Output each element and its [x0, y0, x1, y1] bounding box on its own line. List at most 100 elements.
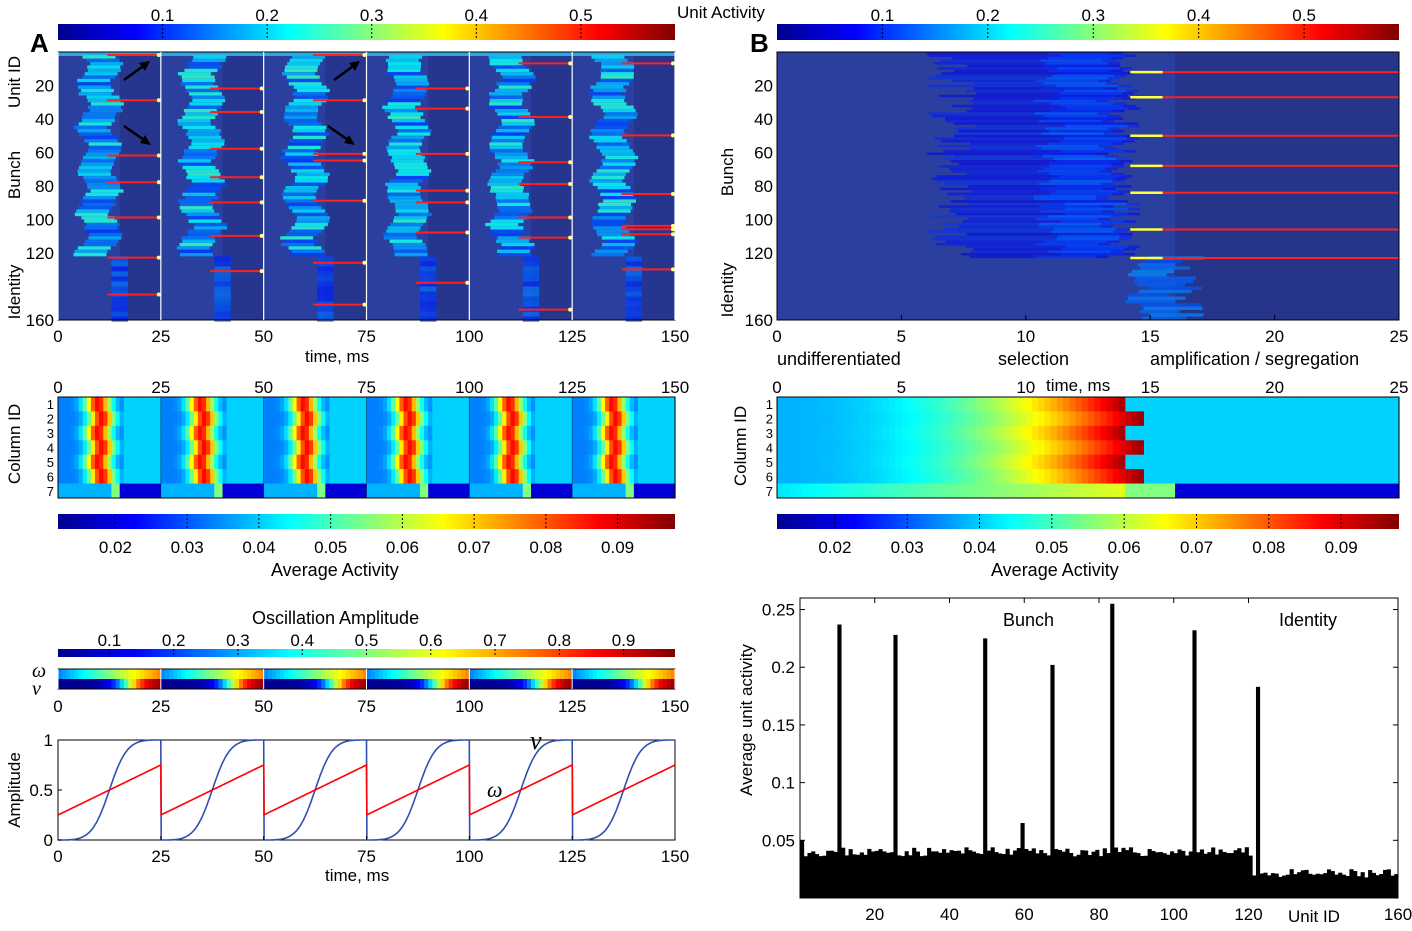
heatmap-cell — [1349, 454, 1357, 470]
heatmap-cell — [1168, 397, 1176, 412]
heatmap-cell — [576, 411, 581, 427]
heatmap-cell — [777, 469, 784, 484]
heatmap-cell — [1330, 469, 1338, 484]
heatmap-cell — [1280, 469, 1288, 484]
heatmap-cell — [617, 483, 623, 499]
heatmap-cell — [832, 483, 840, 499]
heatmap-cell — [531, 454, 536, 470]
heatmap-cell — [485, 483, 491, 499]
strip-cell-omega — [633, 669, 639, 679]
heatmap-cell — [144, 469, 150, 484]
strip-cell-omega — [222, 669, 228, 679]
b-avg-colorbar-ticks: 0.02 0.03 0.04 0.05 0.06 0.07 0.08 0.09 — [818, 514, 1358, 557]
heatmap-cell — [670, 425, 676, 441]
strip-cell-omega — [584, 669, 590, 679]
heatmap-cell — [1361, 411, 1369, 427]
heatmap-cell — [291, 182, 325, 186]
heatmap-cell — [543, 411, 549, 427]
heatmap-cell — [489, 102, 523, 106]
heatmap-cell — [1305, 440, 1313, 456]
heatmap-cell — [1061, 54, 1124, 58]
heatmap-cell — [1199, 425, 1207, 441]
heatmap-cell — [489, 397, 495, 412]
heatmap-cell — [591, 175, 625, 180]
heatmap-cell — [625, 440, 631, 456]
strip-cell-nu — [395, 679, 401, 689]
heatmap-cell — [826, 397, 834, 412]
strip-cell-omega — [308, 669, 314, 679]
heatmap-cell — [295, 95, 329, 99]
heatmap-cell — [1349, 411, 1357, 427]
heatmap-cell — [399, 483, 405, 499]
heatmap-cell — [191, 179, 225, 183]
strip-cell-nu — [498, 679, 503, 689]
heatmap-cell — [1137, 397, 1145, 412]
winner-dot — [156, 255, 161, 260]
heatmap-cell — [399, 411, 405, 427]
heatmap-cell — [1075, 425, 1083, 441]
heatmap-cell — [907, 397, 915, 412]
heatmap-cell — [599, 165, 633, 170]
heatmap-cell — [313, 483, 318, 499]
heatmap-cell — [78, 165, 112, 170]
row-label: 7 — [47, 484, 54, 499]
heatmap-cell — [1311, 469, 1319, 484]
heatmap-cell — [1218, 440, 1226, 456]
heatmap-cell — [448, 454, 454, 470]
heatmap-cell — [206, 469, 211, 484]
heatmap-cell — [857, 440, 865, 456]
heatmap-cell — [1199, 397, 1207, 412]
heatmap-cell — [976, 425, 983, 441]
heatmap-cell — [808, 397, 815, 412]
heatmap-cell — [613, 454, 619, 470]
heatmap-cell — [650, 397, 656, 412]
heatmap-cell — [502, 425, 507, 441]
heatmap-cell — [1162, 425, 1170, 441]
bar — [1379, 874, 1384, 898]
series-omega-line — [57, 763, 676, 817]
heatmap-cell — [1056, 483, 1064, 499]
heatmap-cell — [465, 425, 470, 441]
heatmap-cell — [107, 397, 113, 412]
heatmap-cell — [783, 469, 791, 484]
heatmap-cell — [882, 411, 890, 427]
heatmap-cell — [281, 149, 315, 153]
heatmap-cell — [185, 196, 219, 200]
heatmap-cell — [808, 454, 815, 470]
x-tick-label: 100 — [455, 378, 483, 397]
strip-cell-nu — [461, 679, 466, 689]
heatmap-cell — [230, 469, 236, 484]
heatmap-cell — [522, 256, 540, 262]
heatmap-cell — [594, 58, 628, 63]
strip-cell-nu — [173, 679, 178, 689]
heatmap-cell — [345, 440, 351, 456]
heatmap-cell — [1059, 139, 1123, 143]
heatmap-cell — [522, 411, 528, 427]
heatmap-cell — [605, 469, 610, 484]
heatmap-cell — [1224, 425, 1232, 441]
heatmap-cell — [456, 397, 462, 412]
strip-cell-omega — [280, 669, 285, 679]
heatmap-cell — [870, 483, 878, 499]
heatmap-cell — [292, 129, 326, 133]
strip-cell-omega — [259, 669, 265, 679]
bar — [1031, 848, 1036, 898]
colorbar-tick-label: 0.3 — [360, 6, 384, 25]
heatmap-cell — [901, 425, 909, 441]
heatmap-cell — [107, 440, 113, 456]
strip-cell-nu — [333, 679, 339, 689]
strip-cell-omega — [173, 669, 178, 679]
heatmap-cell — [965, 245, 1140, 248]
heatmap-cell — [288, 82, 322, 86]
strip-cell-nu — [428, 679, 433, 689]
heatmap-cell — [95, 454, 100, 470]
heatmap-cell — [156, 411, 162, 427]
heatmap-cell — [1143, 454, 1151, 470]
heatmap-cell — [1355, 411, 1363, 427]
heatmap-cell — [932, 425, 940, 441]
bar — [904, 851, 909, 898]
bar — [1270, 873, 1276, 898]
bar — [1356, 876, 1362, 898]
heatmap-cell — [341, 440, 347, 456]
heatmap-cell — [294, 212, 328, 217]
